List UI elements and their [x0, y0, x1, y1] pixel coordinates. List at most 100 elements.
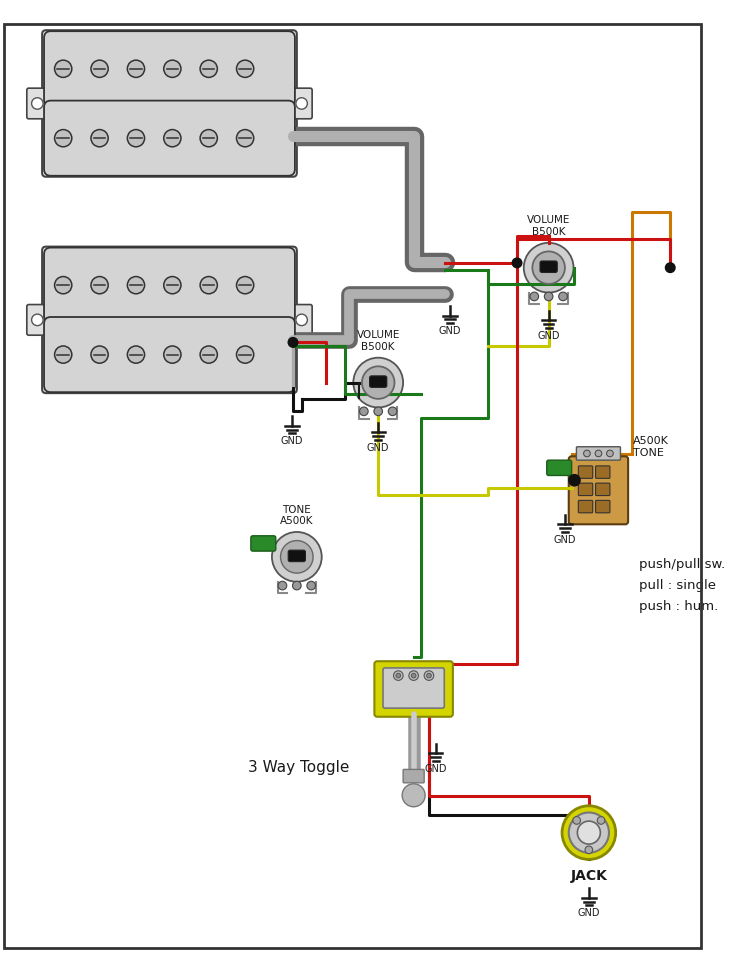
- Circle shape: [296, 98, 308, 109]
- FancyBboxPatch shape: [26, 304, 48, 335]
- Text: GND: GND: [439, 326, 461, 336]
- Circle shape: [584, 450, 590, 457]
- Circle shape: [54, 346, 72, 364]
- Circle shape: [597, 816, 605, 824]
- Circle shape: [307, 581, 316, 590]
- Text: JACK: JACK: [570, 869, 607, 883]
- Text: GND: GND: [537, 330, 560, 341]
- Circle shape: [54, 129, 72, 147]
- Circle shape: [402, 783, 425, 807]
- Circle shape: [278, 581, 287, 590]
- Circle shape: [91, 129, 108, 147]
- FancyBboxPatch shape: [383, 668, 445, 709]
- Text: GND: GND: [281, 436, 303, 446]
- Circle shape: [411, 674, 416, 678]
- FancyBboxPatch shape: [595, 501, 610, 513]
- Text: GND: GND: [553, 535, 576, 545]
- Text: GND: GND: [578, 908, 600, 919]
- FancyBboxPatch shape: [44, 248, 295, 323]
- Circle shape: [562, 806, 616, 859]
- Circle shape: [272, 532, 322, 582]
- Circle shape: [32, 98, 43, 109]
- FancyBboxPatch shape: [44, 31, 295, 106]
- Text: GND: GND: [367, 443, 389, 453]
- Circle shape: [236, 129, 254, 147]
- Circle shape: [200, 277, 217, 294]
- FancyBboxPatch shape: [547, 460, 572, 475]
- Text: TONE
A500K: TONE A500K: [280, 504, 314, 526]
- Circle shape: [296, 314, 308, 326]
- Circle shape: [389, 407, 397, 416]
- Text: A500K
TONE: A500K TONE: [633, 436, 669, 458]
- Circle shape: [32, 314, 43, 326]
- Circle shape: [54, 277, 72, 294]
- FancyBboxPatch shape: [578, 466, 592, 478]
- Circle shape: [236, 346, 254, 364]
- Circle shape: [573, 816, 581, 824]
- Circle shape: [577, 821, 601, 844]
- Circle shape: [163, 60, 181, 78]
- FancyBboxPatch shape: [26, 88, 48, 119]
- Circle shape: [127, 60, 144, 78]
- FancyBboxPatch shape: [375, 661, 453, 716]
- Circle shape: [374, 407, 383, 416]
- FancyBboxPatch shape: [569, 456, 628, 524]
- Circle shape: [236, 277, 254, 294]
- Circle shape: [163, 277, 181, 294]
- Circle shape: [427, 674, 431, 678]
- Circle shape: [163, 346, 181, 364]
- FancyBboxPatch shape: [42, 30, 297, 177]
- Circle shape: [512, 259, 522, 267]
- FancyBboxPatch shape: [403, 770, 424, 782]
- Circle shape: [595, 450, 602, 457]
- Circle shape: [360, 407, 368, 416]
- Circle shape: [585, 846, 592, 853]
- FancyBboxPatch shape: [578, 501, 592, 513]
- Circle shape: [91, 346, 108, 364]
- Text: 3 Way Toggle: 3 Way Toggle: [248, 760, 350, 775]
- Circle shape: [127, 346, 144, 364]
- Circle shape: [545, 293, 553, 300]
- Circle shape: [289, 337, 298, 347]
- Circle shape: [424, 671, 434, 680]
- Circle shape: [127, 129, 144, 147]
- Circle shape: [569, 474, 580, 486]
- Circle shape: [524, 243, 573, 293]
- FancyBboxPatch shape: [595, 466, 610, 478]
- Circle shape: [91, 277, 108, 294]
- FancyBboxPatch shape: [576, 447, 620, 460]
- Circle shape: [200, 346, 217, 364]
- Circle shape: [280, 540, 313, 573]
- Circle shape: [127, 277, 144, 294]
- Circle shape: [163, 129, 181, 147]
- Circle shape: [532, 252, 565, 284]
- Circle shape: [409, 671, 419, 680]
- FancyBboxPatch shape: [595, 483, 610, 496]
- Circle shape: [200, 129, 217, 147]
- Text: VOLUME
B500K: VOLUME B500K: [527, 216, 570, 237]
- FancyBboxPatch shape: [44, 317, 295, 392]
- Text: GND: GND: [425, 764, 447, 774]
- Circle shape: [236, 60, 254, 78]
- Circle shape: [91, 60, 108, 78]
- Circle shape: [606, 450, 613, 457]
- Circle shape: [530, 293, 539, 300]
- FancyBboxPatch shape: [291, 304, 312, 335]
- FancyBboxPatch shape: [369, 376, 387, 388]
- FancyBboxPatch shape: [578, 483, 592, 496]
- Circle shape: [396, 674, 400, 678]
- FancyBboxPatch shape: [540, 261, 557, 272]
- Circle shape: [362, 366, 394, 399]
- Circle shape: [54, 60, 72, 78]
- Circle shape: [559, 293, 567, 300]
- FancyBboxPatch shape: [291, 88, 312, 119]
- Circle shape: [353, 358, 403, 407]
- Text: VOLUME
B500K: VOLUME B500K: [356, 330, 400, 352]
- FancyBboxPatch shape: [42, 247, 297, 393]
- Text: push/pull sw.
pull : single
push : hum.: push/pull sw. pull : single push : hum.: [639, 558, 725, 613]
- Circle shape: [292, 581, 301, 590]
- Circle shape: [394, 671, 403, 680]
- Circle shape: [200, 60, 217, 78]
- FancyBboxPatch shape: [44, 101, 295, 176]
- Circle shape: [665, 262, 675, 272]
